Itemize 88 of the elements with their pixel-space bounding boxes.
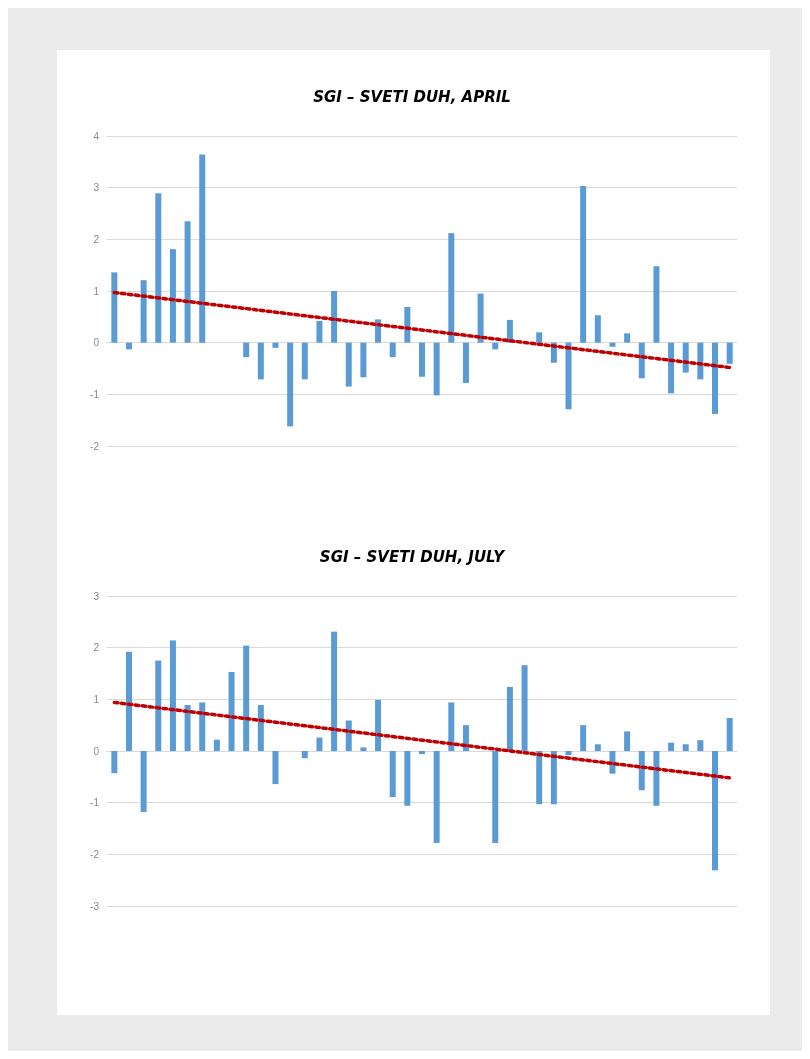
bar [155,660,162,751]
bar [565,751,572,756]
bar [492,751,499,843]
bar [462,342,469,383]
bar [448,233,455,343]
bar [257,705,264,751]
bar [301,751,308,759]
bar [712,751,719,871]
bar [257,342,264,380]
bar [155,193,162,343]
bar [243,342,250,358]
bar [404,307,411,343]
bar [169,249,176,343]
bar [125,651,132,751]
bar [331,631,338,751]
bar [213,739,220,751]
y-tick-label: 4 [93,130,100,142]
bar [712,342,719,414]
bar [316,320,323,343]
y-tick-label: 2 [93,642,100,654]
bar [726,342,733,364]
bar [360,747,367,751]
bar [125,342,132,350]
bar [272,751,279,785]
bar [433,342,440,396]
bar [448,702,455,751]
bar [184,221,191,343]
bar [638,751,645,791]
bar [287,342,294,427]
bar [228,671,235,751]
chart-title: SGI – SVETI DUH, APRIL [313,87,511,106]
y-tick-label: 1 [93,285,100,297]
y-tick-label: -1 [90,388,100,400]
bar [536,751,543,805]
bar [389,342,396,358]
bar [389,751,396,797]
bar [419,751,425,755]
bar [594,744,601,751]
bar [536,332,543,343]
bar [199,702,206,751]
bar [580,186,587,343]
bar [360,342,367,378]
bar [111,751,118,774]
bar [594,315,601,343]
y-tick-label: -2 [90,440,100,452]
y-tick-label: 1 [93,693,100,705]
bar [653,751,660,806]
y-tick-label: -1 [90,797,100,809]
y-tick-label: 2 [93,233,100,245]
y-tick-label: 3 [93,590,100,602]
bar [404,751,411,806]
chart-title: SGI – SVETI DUH, JULY [319,547,507,566]
bar [301,342,308,380]
bar [316,737,323,751]
bar [169,640,176,751]
bar [111,272,118,343]
y-tick-label: -3 [90,900,100,912]
bar [243,645,250,751]
bar [140,280,147,343]
bar [550,751,557,805]
y-tick-label: 0 [93,337,100,349]
bar [272,342,279,348]
bar [199,154,206,343]
y-tick-label: 3 [93,182,100,194]
bar [521,665,528,751]
bar [492,342,499,350]
bar [668,342,675,394]
bar [580,725,587,751]
bar [624,333,631,343]
bar [433,751,440,843]
bar [726,717,733,751]
bar [682,744,689,751]
bar [477,293,484,343]
bar [506,686,513,751]
y-tick-label: -2 [90,848,100,860]
y-tick-label: 0 [93,745,100,757]
bar [624,731,631,751]
bar [609,342,616,347]
bar [345,342,352,387]
bar [697,740,704,751]
bar [140,751,147,812]
bar [184,705,191,751]
bar [565,342,572,410]
bar [375,699,382,751]
bar [653,266,660,343]
bar [331,291,338,343]
bar [668,742,675,751]
bar [419,342,425,377]
